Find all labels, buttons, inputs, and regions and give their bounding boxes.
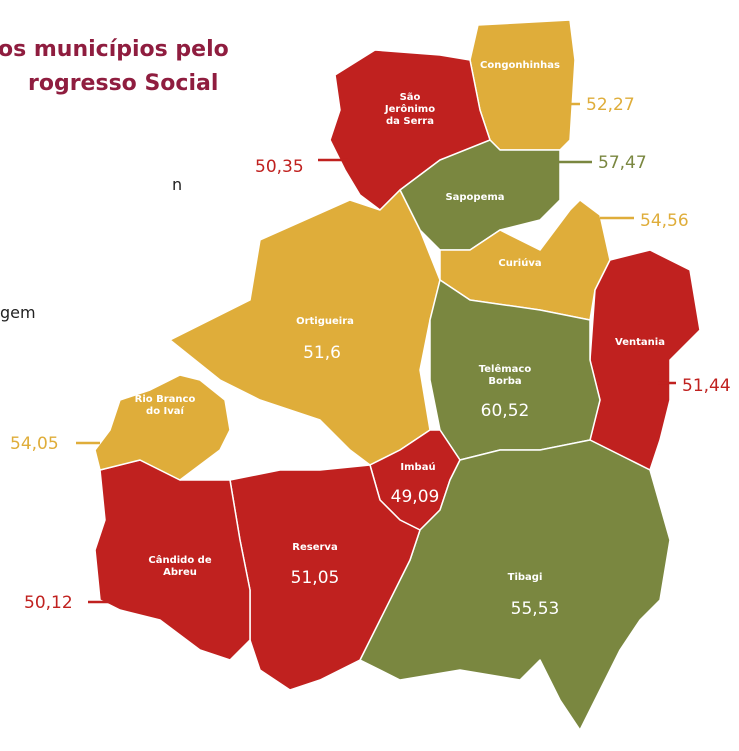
region-name: Sapopema: [445, 192, 504, 203]
region-name: Jerônimo: [384, 103, 435, 115]
region-value: 49,09: [391, 487, 440, 507]
region: [94, 459, 251, 661]
region-value: 57,47: [598, 153, 647, 173]
title-line: os municípios pelo: [0, 37, 229, 62]
region-name: Telêmaco: [479, 363, 532, 375]
region-name: Cândido de: [148, 554, 211, 566]
region: [94, 374, 231, 481]
region-name: Imbaú: [400, 461, 435, 473]
region-name: do Ivaí: [146, 405, 184, 417]
region-value: 51,05: [291, 568, 340, 588]
title-line: rogresso Social: [28, 71, 218, 96]
region-name: Reserva: [292, 542, 337, 553]
region-name: Ventania: [615, 337, 665, 348]
region-name: São: [400, 92, 421, 103]
region-name: Ortigueira: [296, 316, 354, 327]
region-value: 54,56: [640, 211, 689, 231]
region-value: 51,6: [303, 343, 341, 363]
side-text: gem: [0, 303, 36, 322]
region-name: Tibagi: [508, 572, 543, 583]
region-value: 55,53: [511, 599, 560, 619]
region-value: 60,52: [481, 401, 530, 421]
region-name: Congonhinhas: [480, 60, 560, 71]
region-value: 51,44: [682, 376, 731, 396]
region-name: Curiúva: [498, 257, 541, 269]
region-name: Borba: [488, 376, 521, 387]
region-name: Abreu: [163, 567, 197, 578]
region: [399, 139, 561, 251]
region-value: 54,05: [10, 434, 59, 454]
region-value: 52,27: [586, 95, 635, 115]
region-value: 50,35: [255, 157, 304, 177]
region-name: Rio Branco: [135, 394, 196, 405]
region-value: 50,12: [24, 593, 73, 613]
region: [589, 249, 701, 471]
region-name: da Serra: [386, 116, 434, 127]
side-text: n: [172, 175, 182, 194]
